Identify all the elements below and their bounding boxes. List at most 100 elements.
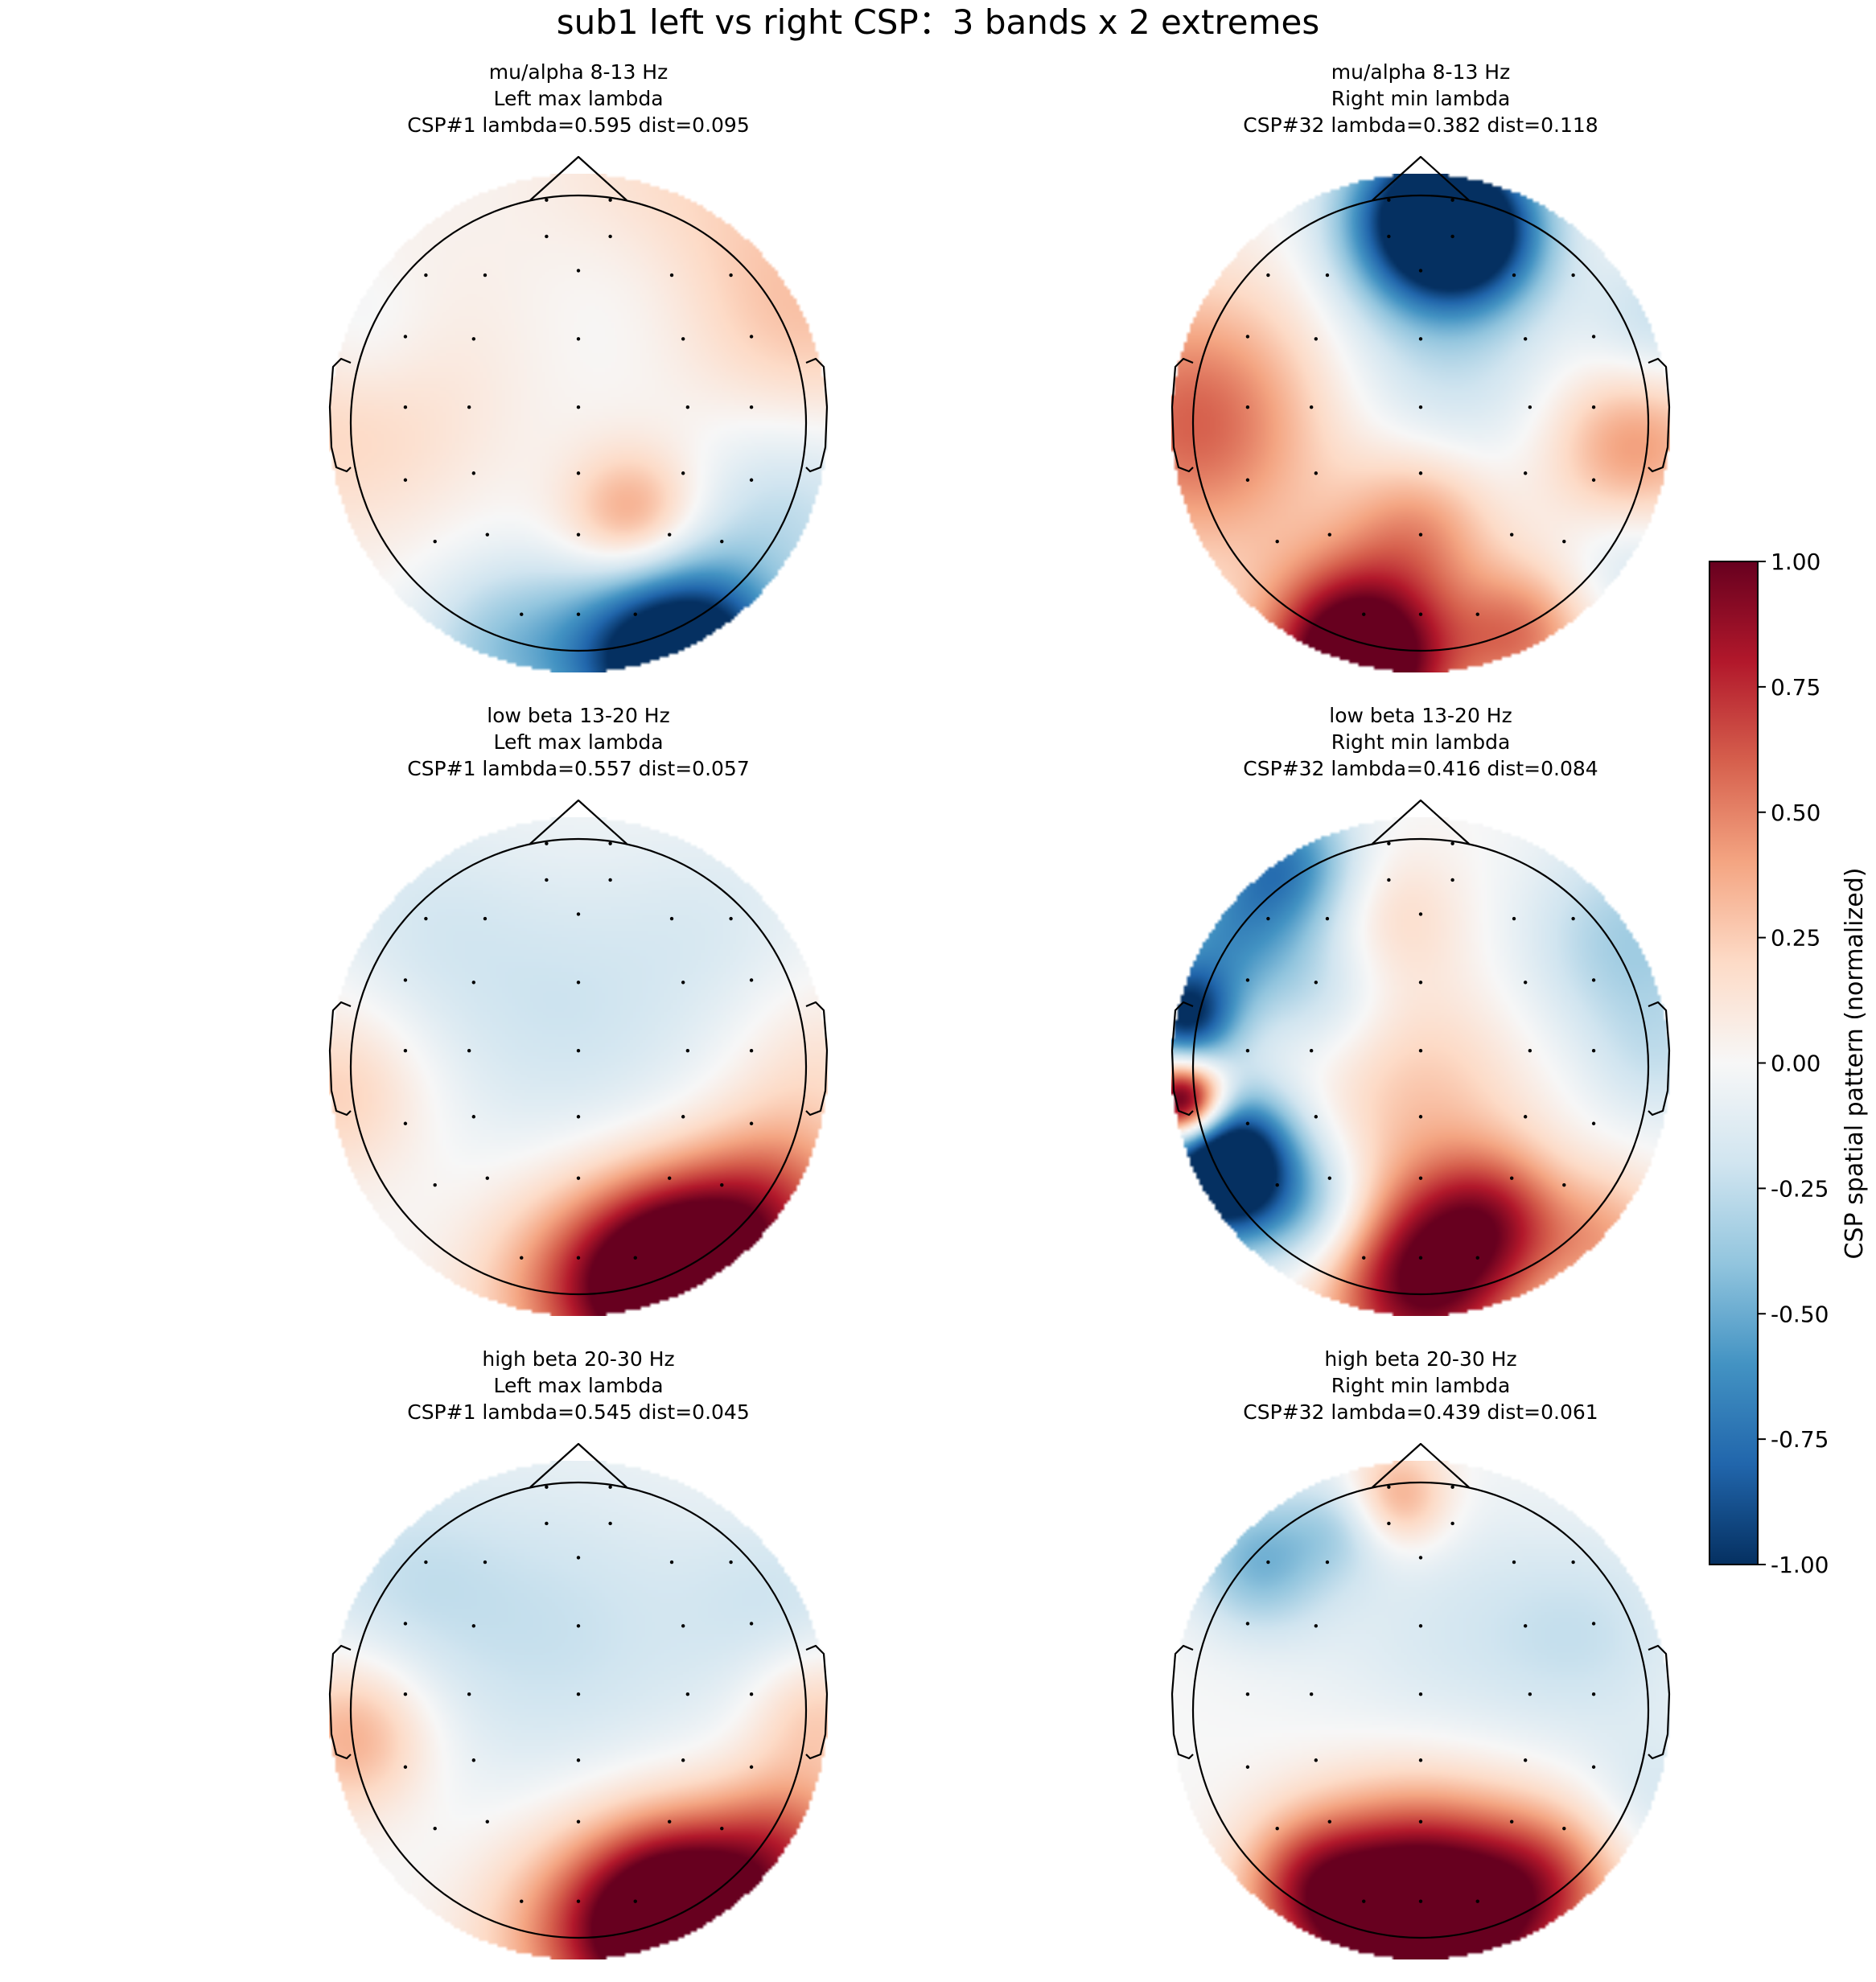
electrode-dot <box>1591 335 1596 339</box>
electrode-dot <box>1418 533 1423 537</box>
electrode-dot <box>1418 1556 1423 1560</box>
electrode-dot <box>729 1560 733 1565</box>
electrode-dot <box>1475 1899 1479 1903</box>
electrode-dot <box>520 1899 524 1903</box>
panel-extreme-title: Left max lambda <box>493 87 663 110</box>
left-ear <box>1170 1001 1194 1116</box>
electrode-dot <box>520 612 524 616</box>
electrode-dot <box>1418 981 1423 985</box>
electrode-dot <box>720 1826 724 1831</box>
electrode-dot <box>685 405 690 409</box>
electrode-dot <box>1245 478 1250 482</box>
colorbar-tick-label: 0.25 <box>1771 925 1820 952</box>
electrode-dot <box>633 1256 637 1260</box>
electrode-dot <box>1418 337 1423 341</box>
electrode-dot <box>576 1556 581 1560</box>
electrode-dot <box>403 1121 408 1125</box>
electrode-dot <box>685 1048 690 1053</box>
electrode-dot <box>471 1758 476 1762</box>
electrode-dot <box>1418 1115 1423 1119</box>
electrode-dot <box>608 841 612 845</box>
electrode-dot <box>720 1182 724 1187</box>
electrode-dot <box>681 471 685 475</box>
electrode-dot <box>471 1624 476 1628</box>
electrode-dot <box>471 1115 476 1119</box>
electrode-dot <box>1523 471 1528 475</box>
electrode-dot <box>681 1758 685 1762</box>
electrode-dot <box>576 269 581 273</box>
electrode-dot <box>681 337 685 341</box>
topomap-panel: high beta 20-30 Hz Right min lambda CSP#32… <box>1170 1347 1671 1959</box>
electrode-dot <box>1510 533 1514 537</box>
electrode-dot <box>1245 335 1250 339</box>
electrode-dot <box>1266 916 1270 921</box>
electrode-dot <box>1362 1899 1366 1903</box>
electrode-dot <box>471 337 476 341</box>
electrode-dot <box>1528 1048 1532 1053</box>
electrode-dot <box>576 405 581 409</box>
electrode-dot <box>633 612 637 616</box>
nose <box>1372 799 1470 845</box>
electrode-dot <box>1418 1692 1423 1696</box>
right-ear <box>805 357 829 473</box>
left-ear <box>1170 357 1194 473</box>
electrode-dot <box>668 1820 672 1824</box>
electrode-dot <box>576 612 581 616</box>
panel-extreme-title: Right min lambda <box>1331 730 1511 754</box>
electrode-dot <box>403 1048 408 1053</box>
electrode-dot <box>1325 273 1330 278</box>
electrode-dot <box>1571 1560 1575 1565</box>
electrode-dot <box>681 981 685 985</box>
electrode-dot <box>1387 198 1391 202</box>
electrode-dot <box>1327 533 1332 537</box>
electrode-dot <box>1362 612 1366 616</box>
topomap-heatmap <box>1171 174 1670 672</box>
electrode-dot <box>576 1176 581 1180</box>
electrode-dot <box>1562 1182 1566 1187</box>
panel-extreme-title: Left max lambda <box>493 1374 663 1397</box>
electrode-dot <box>1591 978 1596 982</box>
colorbar-ticks: 1.00 0.75 0.50 0.25 0.00 -0.25 -0.50 -0.75 -1.00 <box>1758 549 1829 1578</box>
electrode-dot <box>1325 916 1330 921</box>
panel-extreme-title: Left max lambda <box>493 730 663 754</box>
head-outline <box>349 194 808 652</box>
electrode-dot <box>403 1765 408 1769</box>
panel-band-title: high beta 20-30 Hz <box>1324 1347 1516 1371</box>
colorbar-tick-label: 1.00 <box>1771 549 1820 575</box>
nose <box>529 799 627 845</box>
electrode-dot <box>545 1485 549 1489</box>
head-outline <box>1191 194 1650 652</box>
electrode-dot <box>467 1692 471 1696</box>
electrode-dot <box>1523 1624 1528 1628</box>
electrode-dot <box>1512 273 1516 278</box>
electrode-dot <box>1314 981 1319 985</box>
electrode-dot <box>576 912 581 916</box>
electrode-dot <box>471 471 476 475</box>
electrode-dot <box>681 1115 685 1119</box>
electrode-dot <box>1450 1521 1454 1526</box>
electrode-dot <box>1418 405 1423 409</box>
topomap-heatmap <box>329 174 828 672</box>
panel-stats-title: CSP#32 lambda=0.416 dist=0.084 <box>1243 757 1598 780</box>
electrode-dot <box>1275 539 1279 544</box>
electrode-dot <box>1523 1115 1528 1119</box>
electrode-dot <box>576 1115 581 1119</box>
nose <box>529 155 627 201</box>
electrode-dot <box>749 978 754 982</box>
electrode-dot <box>1266 273 1270 278</box>
electrode-dot <box>520 1256 524 1260</box>
colorbar-tick-label: 0.75 <box>1771 674 1820 701</box>
left-ear <box>328 357 352 473</box>
electrode-dot <box>1450 1485 1454 1489</box>
electrode-dot <box>1362 1256 1366 1260</box>
electrode-dot <box>1510 1176 1514 1180</box>
topomap-panel: low beta 13-20 Hz Right min lambda CSP#32 … <box>1170 704 1671 1316</box>
panel-stats-title: CSP#32 lambda=0.439 dist=0.061 <box>1243 1400 1598 1424</box>
electrode-dot <box>1245 1692 1250 1696</box>
electrode-dot <box>545 878 549 882</box>
electrode-dot <box>1275 1826 1279 1831</box>
electrode-dot <box>1245 1121 1250 1125</box>
panel-band-title: mu/alpha 8-13 Hz <box>489 60 668 84</box>
electrode-dot <box>1314 1115 1319 1119</box>
electrode-dot <box>433 539 437 544</box>
